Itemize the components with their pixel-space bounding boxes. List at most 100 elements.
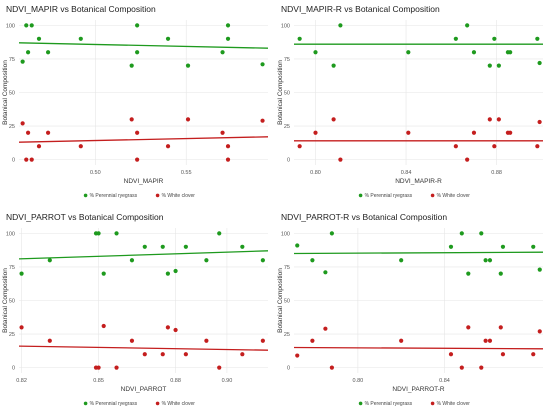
point-ryegrass [135,23,140,28]
x-axis-label: NDVI_MAPIR-R [395,178,442,185]
point-clover [508,130,513,135]
point-ryegrass [45,50,51,55]
point-clover [487,338,493,343]
point-ryegrass [483,258,488,263]
point-ryegrass [459,231,464,236]
legend-label-clover: % White clover [162,193,196,199]
point-ryegrass [537,267,542,272]
point-clover [496,117,501,122]
trend-line-clover [18,345,269,351]
point-clover [78,144,83,149]
legend-label-ryegrass: % Perennial ryegrass [90,193,138,199]
point-clover [129,338,135,343]
point-ryegrass [129,258,135,263]
chart-title: NDVI_MAPIR vs Botanical Composition [6,4,156,14]
point-ryegrass [185,63,191,68]
chart-panel-ndvi-parrot-r: NDVI_PARROT-R vs Botanical Composition 0 2… [275,208,550,416]
point-ryegrass [129,63,134,68]
point-clover [165,144,171,149]
point-clover [297,144,302,149]
legend-swatch-ryegrass [83,401,88,406]
point-ryegrass [338,23,343,28]
y-tick-label: 25 [9,124,15,130]
x-tick-label: 0.84 [401,170,412,176]
point-clover [537,119,542,125]
legend: % Perennial ryegrass % White clover [83,193,196,199]
chart-title: NDVI_MAPIR-R vs Botanical Composition [281,4,440,14]
y-tick-label: 0 [12,366,15,372]
point-ryegrass [531,244,536,249]
y-tick-label: 75 [9,265,15,271]
y-axis-label: Botanical Composition [277,60,284,125]
point-clover [399,338,404,343]
x-tick-label: 0.55 [181,170,192,176]
x-axis-label: NDVI_MAPIR [124,178,164,185]
series-ryegrass [294,23,543,68]
point-ryegrass [508,50,513,55]
trend-line-ryegrass [18,250,269,260]
point-clover [240,352,245,357]
legend-swatch-ryegrass [358,193,363,198]
legend-label-ryegrass: % Perennial ryegrass [365,193,413,199]
point-ryegrass [19,271,24,276]
point-ryegrass [466,271,471,276]
y-tick-label: 0 [12,158,15,164]
point-ryegrass [453,36,458,41]
point-ryegrass [260,62,265,67]
point-clover [448,352,454,357]
point-clover [313,130,318,135]
point-ryegrass [496,63,501,68]
y-axis-label: Botanical Composition [2,268,9,333]
gridlines [19,20,268,165]
point-ryegrass [331,63,336,68]
gridlines [19,228,268,373]
point-clover [331,117,336,122]
y-tick-label: 75 [9,57,15,63]
point-ryegrass [225,36,231,41]
point-ryegrass [101,271,106,276]
legend-label-ryegrass: % Perennial ryegrass [90,401,138,407]
point-ryegrass [487,258,493,263]
series-ryegrass [293,231,544,276]
y-tick-label: 100 [281,231,290,237]
series-clover [18,117,269,162]
point-ryegrass [323,270,328,275]
point-clover [114,365,119,370]
point-clover [406,130,411,135]
point-clover [225,157,231,162]
chart-panel-ndvi-parrot: NDVI_PARROT vs Botanical Composition 0 25 5… [0,208,275,416]
point-ryegrass [173,268,178,274]
point-clover [20,121,25,126]
legend: % Perennial ryegrass % White clover [83,401,195,407]
point-clover [225,144,231,149]
point-ryegrass [260,258,265,263]
point-ryegrass [313,50,318,55]
point-ryegrass [220,50,225,55]
point-clover [531,352,536,357]
series-clover [294,117,543,162]
legend-swatch-ryegrass [83,193,88,198]
x-tick-label: 0.90 [222,378,233,384]
point-ryegrass [479,231,484,236]
x-tick-label: 0.85 [93,378,104,384]
legend-swatch-ryegrass [358,401,363,406]
x-tick-label: 0.80 [353,378,364,384]
y-tick-label: 75 [284,265,290,271]
point-clover [453,144,458,149]
point-ryegrass [114,231,119,236]
point-clover [36,144,42,149]
point-ryegrass [160,244,165,249]
x-tick-label: 0.88 [491,170,502,176]
point-ryegrass [537,60,542,66]
chart-svg: NDVI_MAPIR vs Botanical Composition 0 25 50… [2,4,269,199]
y-tick-label: 100 [281,23,290,29]
point-clover [220,130,225,135]
x-axis-label: NDVI_PARROT-R [392,386,445,393]
point-ryegrass [78,36,83,41]
point-clover [471,130,477,135]
point-clover [183,352,188,357]
point-clover [537,329,542,334]
y-tick-label: 0 [287,366,290,372]
y-tick-label: 50 [9,91,15,97]
chart-panel-ndvi-mapir: NDVI_MAPIR vs Botanical Composition 0 25 50… [0,0,275,208]
